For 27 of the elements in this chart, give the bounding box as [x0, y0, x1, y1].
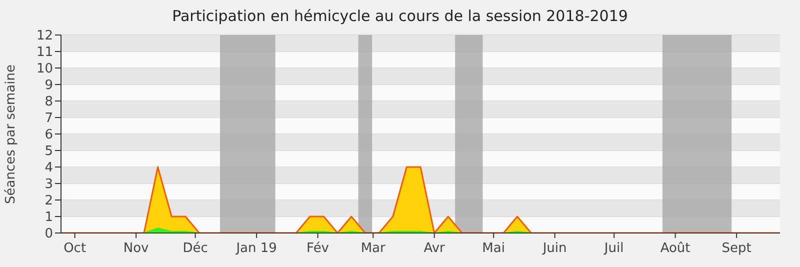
- x-tick-label: Avr: [424, 241, 446, 256]
- y-tick-label: 1: [44, 210, 53, 226]
- chart-title: Participation en hémicycle au cours de la session 2018-2019: [171, 7, 629, 25]
- y-axis-title: Séances par semaine: [4, 64, 19, 204]
- x-tick-label: Juil: [603, 241, 624, 256]
- x-tick-label: Oct: [64, 241, 86, 256]
- x-tick-label: Jan 19: [235, 241, 277, 256]
- x-tick-label: Déc: [182, 241, 208, 256]
- x-tick-label: Fév: [306, 241, 330, 256]
- y-tick-label: 5: [44, 144, 53, 160]
- y-tick-label: 6: [44, 128, 53, 143]
- y-tick-label: 10: [36, 62, 53, 77]
- x-tick-label: Mai: [482, 241, 505, 256]
- y-tick-label: 9: [44, 78, 53, 94]
- y-tick-label: 8: [44, 94, 53, 110]
- y-tick-label: 2: [44, 194, 53, 209]
- y-tick-label: 7: [44, 111, 53, 126]
- x-tick-label: Nov: [123, 241, 150, 256]
- y-tick-label: 0: [44, 226, 53, 242]
- x-tick-label: Juin: [542, 241, 567, 256]
- y-tick-label: 11: [36, 45, 53, 60]
- y-tick-label: 4: [44, 160, 53, 176]
- y-tick-label: 12: [36, 28, 53, 44]
- x-tick-label: Mar: [360, 241, 386, 256]
- x-tick-label: Août: [660, 241, 690, 256]
- y-tick-label: 3: [44, 177, 53, 192]
- x-tick-label: Sept: [722, 241, 752, 256]
